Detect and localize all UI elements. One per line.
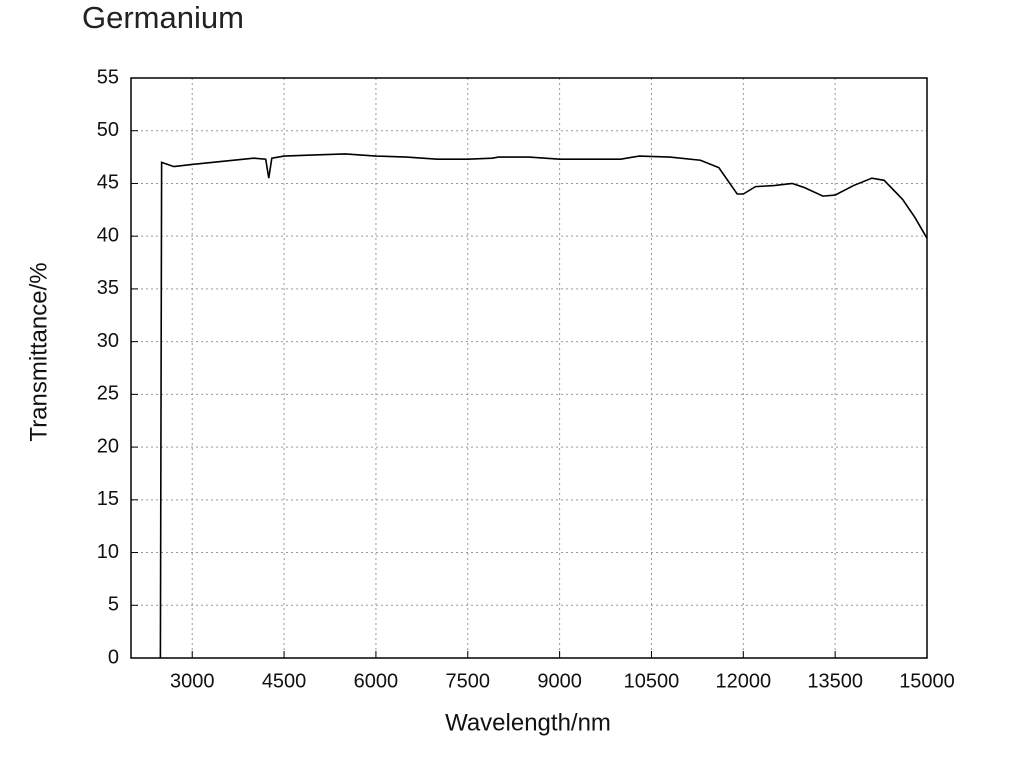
y-tick-label: 45	[97, 172, 119, 194]
x-tick-label: 12000	[715, 670, 771, 692]
y-tick-label: 50	[97, 119, 119, 141]
x-tick-label: 10500	[624, 670, 680, 692]
x-tick-label: 4500	[262, 670, 307, 692]
y-tick-label: 35	[97, 277, 119, 299]
x-tick-label: 3000	[170, 670, 215, 692]
y-tick-label: 55	[97, 66, 119, 88]
x-tick-label: 15000	[899, 670, 955, 692]
chart-title: Germanium	[82, 0, 244, 35]
x-tick-label: 7500	[446, 670, 491, 692]
plot-frame	[130, 77, 928, 659]
y-tick-label: 30	[97, 330, 119, 352]
x-tick-label: 9000	[537, 670, 582, 692]
y-tick-label: 25	[97, 383, 119, 405]
y-tick-label: 5	[108, 594, 119, 616]
y-tick-label: 0	[108, 646, 119, 668]
y-tick-label: 40	[97, 224, 119, 246]
x-axis-label: Wavelength/nm	[445, 709, 611, 736]
y-tick-label: 15	[97, 488, 119, 510]
y-tick-label: 10	[97, 541, 119, 563]
data-line	[159, 153, 928, 659]
y-axis-label: Transmittance/%	[25, 262, 52, 441]
x-tick-label: 13500	[807, 670, 863, 692]
x-tick-label: 6000	[354, 670, 399, 692]
y-tick-label: 20	[97, 435, 119, 457]
